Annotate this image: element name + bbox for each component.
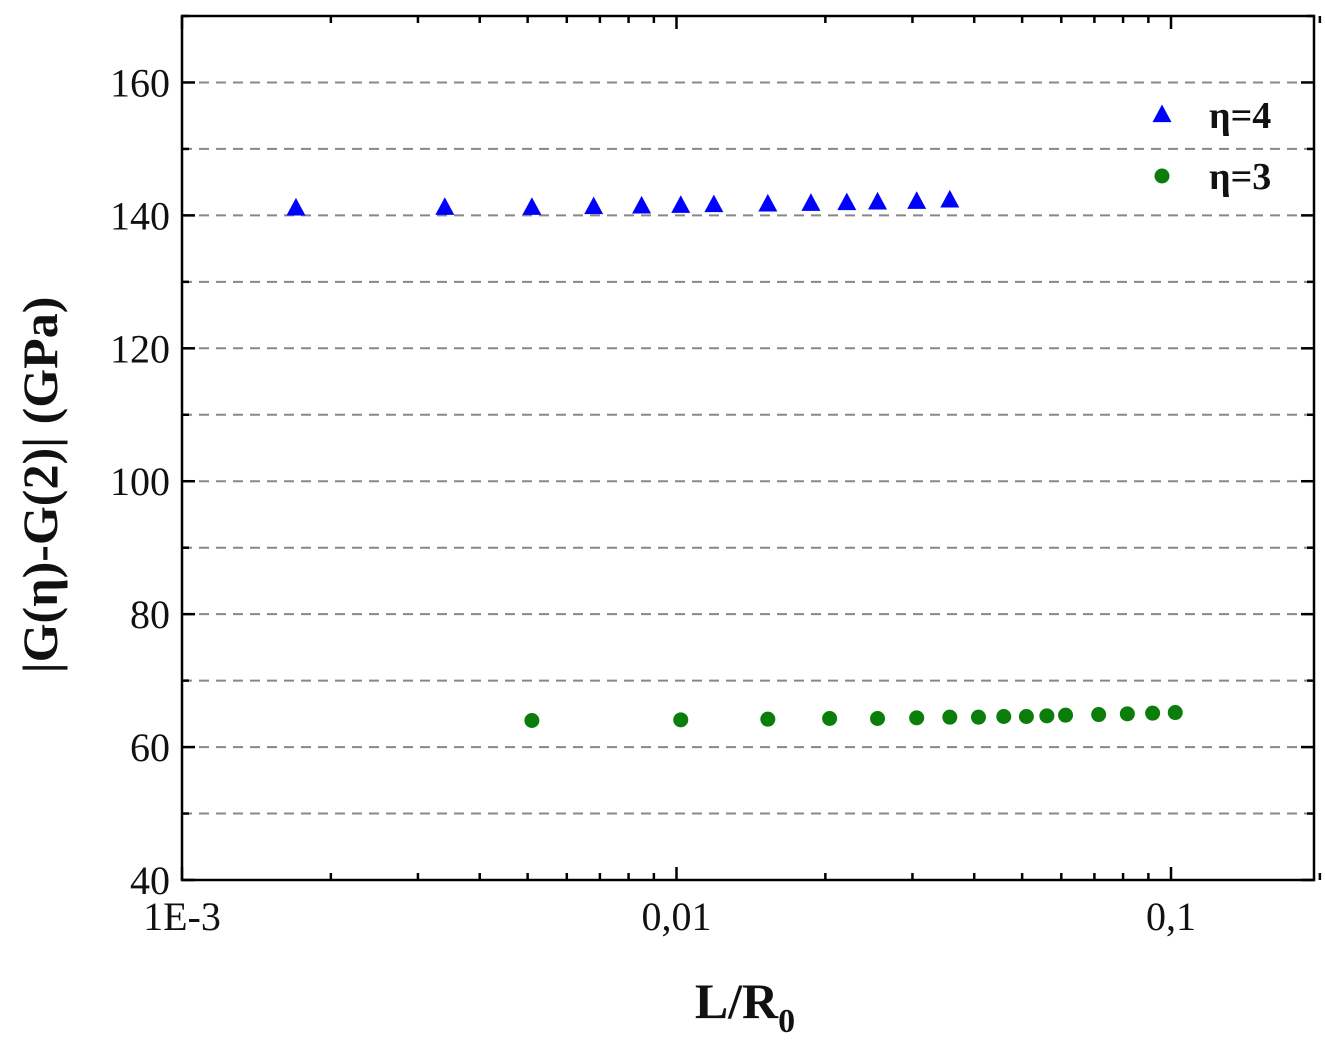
y-tick-label: 40 bbox=[130, 858, 170, 903]
data-point-circle bbox=[909, 710, 925, 726]
y-tick-label: 100 bbox=[110, 459, 170, 504]
data-point-triangle bbox=[704, 194, 724, 213]
y-tick-label: 80 bbox=[130, 592, 170, 637]
legend-item-eta-4: η=4 bbox=[1152, 95, 1271, 137]
x-tick-label: 0,01 bbox=[642, 894, 712, 939]
data-point-circle bbox=[673, 712, 689, 728]
data-point-triangle bbox=[435, 197, 455, 215]
data-point-triangle bbox=[671, 195, 691, 213]
x-tick-label: 0,1 bbox=[1146, 894, 1196, 939]
x-axis-title-main: L/R bbox=[695, 973, 779, 1029]
y-axis-title: |G(η)-G(2)| (GPa) bbox=[12, 297, 68, 674]
grid-lines bbox=[182, 81, 1314, 815]
x-axis-title: L/R0 bbox=[695, 973, 795, 1040]
data-point-triangle bbox=[868, 191, 888, 210]
data-point-triangle bbox=[632, 195, 652, 214]
y-tick-label: 140 bbox=[110, 193, 170, 238]
data-point-circle bbox=[1145, 705, 1161, 721]
data-point-triangle bbox=[801, 193, 821, 211]
legend-item-eta-3: η=3 bbox=[1154, 156, 1271, 198]
legend: η=4 η=3 bbox=[1152, 95, 1271, 198]
axis-ticks bbox=[180, 14, 1322, 882]
legend-label-eta-4: η=4 bbox=[1209, 95, 1271, 137]
x-tick-label: 1E-3 bbox=[143, 894, 221, 939]
data-point-circle bbox=[1018, 709, 1034, 725]
x-axis-title-subscript: 0 bbox=[778, 1003, 795, 1040]
data-point-circle bbox=[524, 712, 540, 728]
data-point-triangle bbox=[940, 189, 960, 208]
y-tick-labels: 40 60 80 100 120 140 160 bbox=[110, 60, 170, 903]
data-point-triangle bbox=[758, 193, 778, 212]
data-point-circle bbox=[996, 709, 1012, 725]
data-series bbox=[286, 189, 1183, 728]
data-point-triangle bbox=[584, 196, 604, 215]
legend-marker-circle bbox=[1154, 168, 1170, 184]
legend-marker-triangle bbox=[1152, 104, 1172, 123]
data-point-circle bbox=[1039, 708, 1055, 724]
data-point-circle bbox=[1167, 705, 1183, 721]
y-tick-label: 120 bbox=[110, 326, 170, 371]
legend-label-eta-3: η=3 bbox=[1209, 156, 1271, 198]
series-eta-3-circles bbox=[524, 705, 1183, 728]
plot-area-frame bbox=[180, 14, 1316, 882]
data-point-triangle bbox=[286, 197, 306, 216]
data-point-triangle bbox=[522, 197, 542, 215]
y-tick-label: 60 bbox=[130, 725, 170, 770]
data-point-triangle bbox=[837, 192, 857, 211]
data-point-circle bbox=[1091, 707, 1107, 723]
data-point-circle bbox=[1119, 706, 1135, 722]
x-tick-labels: 1E-3 0,01 0,1 bbox=[143, 894, 1196, 939]
data-point-circle bbox=[870, 710, 886, 726]
data-point-triangle bbox=[907, 191, 927, 209]
y-tick-label: 160 bbox=[110, 60, 170, 105]
data-point-circle bbox=[1058, 707, 1074, 723]
series-eta-4-triangles bbox=[286, 189, 960, 216]
data-point-circle bbox=[970, 709, 986, 725]
data-point-circle bbox=[760, 711, 776, 727]
data-point-circle bbox=[942, 709, 958, 725]
data-point-circle bbox=[822, 710, 838, 726]
